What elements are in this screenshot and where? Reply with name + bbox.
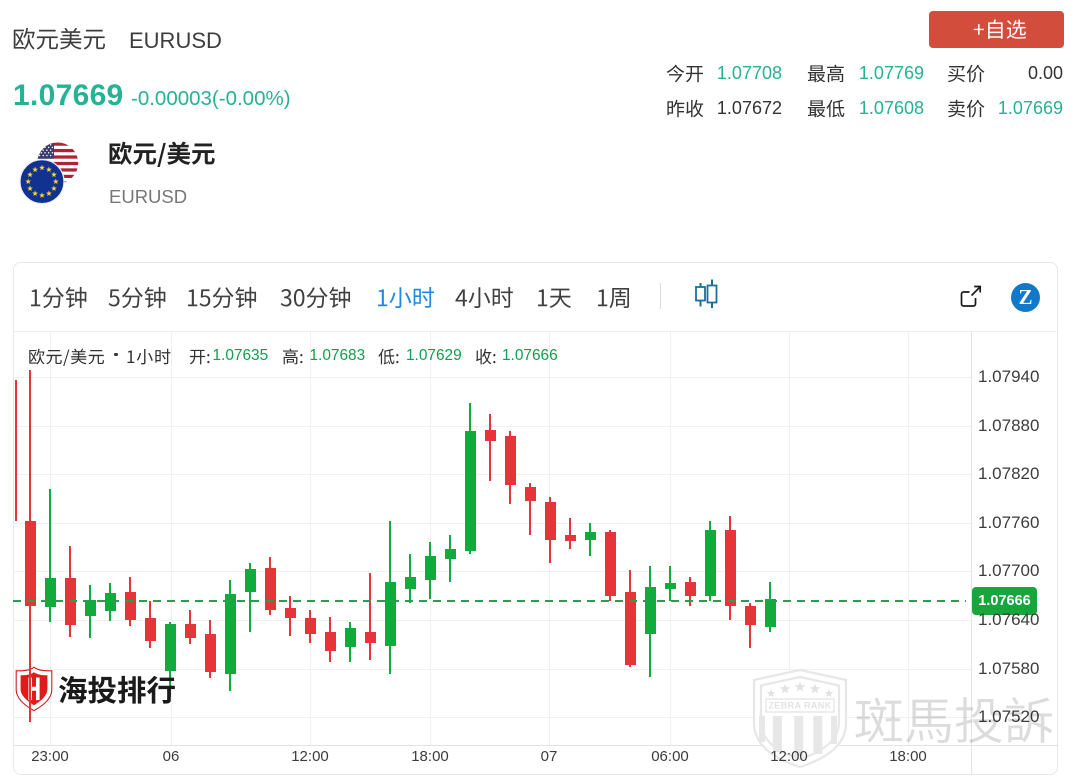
svg-text:ZEBRA RANK: ZEBRA RANK	[768, 701, 831, 711]
